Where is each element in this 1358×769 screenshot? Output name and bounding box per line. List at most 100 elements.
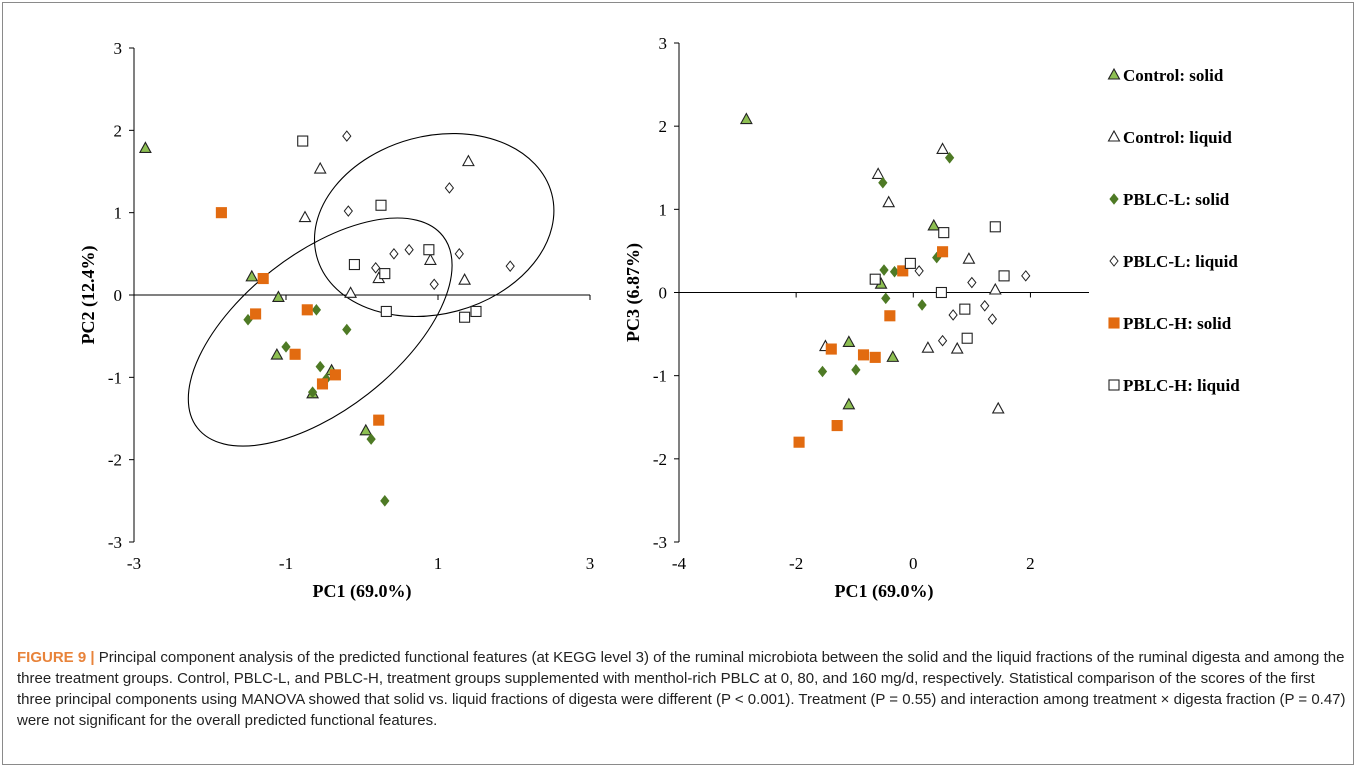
pc3-point-pblc-l-liquid xyxy=(914,265,924,277)
pc3-point-pblc-h-solid xyxy=(857,349,870,361)
pc2-x-tick-label: 1 xyxy=(434,554,443,573)
pc2-point-pblc-l-solid xyxy=(315,360,325,373)
pc2-y-tick-label: 3 xyxy=(114,39,123,58)
pc3-point-pblc-h-liquid xyxy=(869,273,881,285)
pc2-point-pblc-h-solid xyxy=(257,272,269,285)
pc3-point-control-solid xyxy=(739,112,753,125)
pc3-point-control-liquid xyxy=(950,341,964,354)
pc1-pc3-scatter-plot: 3 2 1 0 -1 -2 -3 -4 -2 0 2 PC1 (69.0%) PC3 (6.87%) xyxy=(623,34,1089,602)
pc3-point-control-liquid xyxy=(882,195,896,208)
pc3-point-pblc-h-solid xyxy=(884,310,896,322)
pc3-y-tick-label: 0 xyxy=(659,284,668,303)
pc2-point-pblc-h-liquid xyxy=(379,268,391,280)
pc2-point-pblc-h-liquid xyxy=(348,258,360,271)
pc2-point-pblc-h-solid xyxy=(250,308,262,320)
pc3-point-pblc-l-liquid xyxy=(967,276,977,289)
legend-label-control-solid: Control: solid xyxy=(1123,66,1224,85)
pc2-x-tick-label: 3 xyxy=(586,554,595,573)
pc3-y-tick-label: -1 xyxy=(653,367,667,386)
pc2-point-pblc-l-solid xyxy=(366,433,376,445)
pc2-y-tick-label: 1 xyxy=(114,204,123,223)
pc2-x-tick-label: -3 xyxy=(127,554,141,573)
pc2-y-axis-title: PC2 (12.4%) xyxy=(78,246,99,345)
pc3-point-pblc-h-solid xyxy=(869,351,881,363)
pc2-point-pblc-l-liquid xyxy=(342,130,352,142)
pc2-point-pblc-l-liquid xyxy=(505,260,515,272)
pc3-y-tick-label: -2 xyxy=(653,450,667,469)
pc3-point-control-liquid xyxy=(871,167,885,179)
pc1-pc2-scatter-plot: 3 2 1 0 -1 -2 -3 -3 -1 1 3 PC1 (69.0%) PC2 (12.4%) xyxy=(78,39,594,602)
pc3-point-pblc-h-solid xyxy=(825,343,837,355)
pc3-point-pblc-l-solid xyxy=(851,364,861,376)
pc3-point-control-liquid xyxy=(962,252,976,264)
pc3-point-control-solid xyxy=(842,335,856,347)
legend-marker-pblc-h-solid xyxy=(1108,317,1120,329)
pc2-point-pblc-l-solid xyxy=(281,341,291,353)
pc2-point-control-solid xyxy=(245,269,259,282)
pc2-point-pblc-h-liquid xyxy=(375,199,387,211)
pc3-point-pblc-h-liquid xyxy=(989,221,1001,233)
legend-label-control-liquid: Control: liquid xyxy=(1123,128,1232,147)
pc3-point-pblc-h-liquid xyxy=(938,227,950,239)
pc3-point-pblc-h-liquid xyxy=(998,270,1010,282)
legend-marker-control-liquid xyxy=(1107,129,1121,142)
pc3-y-tick-label: -3 xyxy=(653,533,667,552)
pc3-x-tick-label: -4 xyxy=(672,554,687,573)
pc2-point-pblc-h-liquid xyxy=(423,244,435,256)
legend-marker-pblc-l-solid xyxy=(1109,193,1119,205)
pc3-point-pblc-h-liquid xyxy=(904,257,916,269)
pc3-x-tick-label: 0 xyxy=(909,554,918,573)
pc2-point-pblc-l-liquid xyxy=(444,182,455,194)
legend-marker-pblc-l-liquid xyxy=(1109,255,1119,267)
pc2-point-pblc-h-solid xyxy=(301,304,313,316)
figure-caption: FIGURE 9 | Principal component analysis … xyxy=(17,647,1347,731)
pc3-point-pblc-h-liquid xyxy=(935,286,947,299)
pc2-point-pblc-h-solid xyxy=(215,207,227,219)
pc2-point-pblc-l-solid xyxy=(311,304,322,316)
legend-marker-control-solid xyxy=(1107,67,1121,80)
pc3-point-pblc-l-solid xyxy=(879,264,889,276)
pc3-point-control-solid xyxy=(886,350,900,362)
pc3-point-pblc-l-liquid xyxy=(987,313,997,325)
pc2-point-control-liquid xyxy=(313,161,327,174)
pc2-point-pblc-h-solid xyxy=(373,414,385,426)
pc2-point-pblc-h-solid xyxy=(329,369,341,381)
pc3-y-tick-label: 1 xyxy=(659,200,668,219)
pc2-point-pblc-l-solid xyxy=(380,495,390,507)
pc3-x-tick-label: 2 xyxy=(1026,554,1035,573)
liquid-fraction-ellipse xyxy=(313,132,555,318)
pc3-point-control-liquid xyxy=(921,341,935,353)
pc3-point-pblc-h-liquid xyxy=(961,332,973,344)
pc2-point-control-liquid xyxy=(298,210,312,223)
pc2-point-pblc-l-solid xyxy=(342,323,352,336)
pc3-point-pblc-l-liquid xyxy=(937,334,948,347)
pc3-point-pblc-l-solid xyxy=(917,299,927,311)
pc2-x-tick-label: -1 xyxy=(279,554,293,573)
pc3-point-control-solid xyxy=(927,218,941,231)
pc2-x-axis-title: PC1 (69.0%) xyxy=(313,581,412,602)
pc3-point-pblc-h-liquid xyxy=(959,303,971,315)
pc2-point-control-liquid xyxy=(458,273,472,285)
pc3-x-axis-title: PC1 (69.0%) xyxy=(835,581,934,602)
pc3-point-pblc-h-solid xyxy=(831,420,843,432)
pc2-point-control-liquid xyxy=(461,154,475,167)
pc2-point-pblc-h-solid xyxy=(316,378,329,390)
pc2-point-control-solid xyxy=(359,423,373,436)
pc3-point-pblc-l-solid xyxy=(817,365,828,378)
figure-svg: 3 2 1 0 -1 -2 -3 -3 -1 1 3 PC1 (69.0%) PC2 (12.4%) 3… xyxy=(78,34,1240,602)
pc2-point-control-liquid xyxy=(344,286,358,298)
pc2-y-tick-label: 0 xyxy=(114,286,123,305)
pc3-y-tick-label: 2 xyxy=(659,117,668,136)
figure-caption-text: Principal component analysis of the pred… xyxy=(17,649,1346,729)
pc2-point-pblc-l-liquid xyxy=(404,243,414,256)
pc2-point-pblc-h-liquid xyxy=(380,305,392,318)
pc2-point-pblc-l-liquid xyxy=(429,278,439,291)
pc2-point-pblc-l-liquid xyxy=(343,205,353,217)
pc2-point-pblc-l-liquid xyxy=(389,248,399,260)
pc2-point-pblc-h-liquid xyxy=(470,305,482,318)
pc3-point-pblc-l-liquid xyxy=(948,309,958,321)
pc3-y-axis-title: PC3 (6.87%) xyxy=(623,243,644,342)
solid-fraction-ellipse xyxy=(187,217,453,447)
pc2-y-tick-label: -2 xyxy=(108,451,122,470)
legend-label-pblc-h-liquid: PBLC-H: liquid xyxy=(1123,376,1240,395)
